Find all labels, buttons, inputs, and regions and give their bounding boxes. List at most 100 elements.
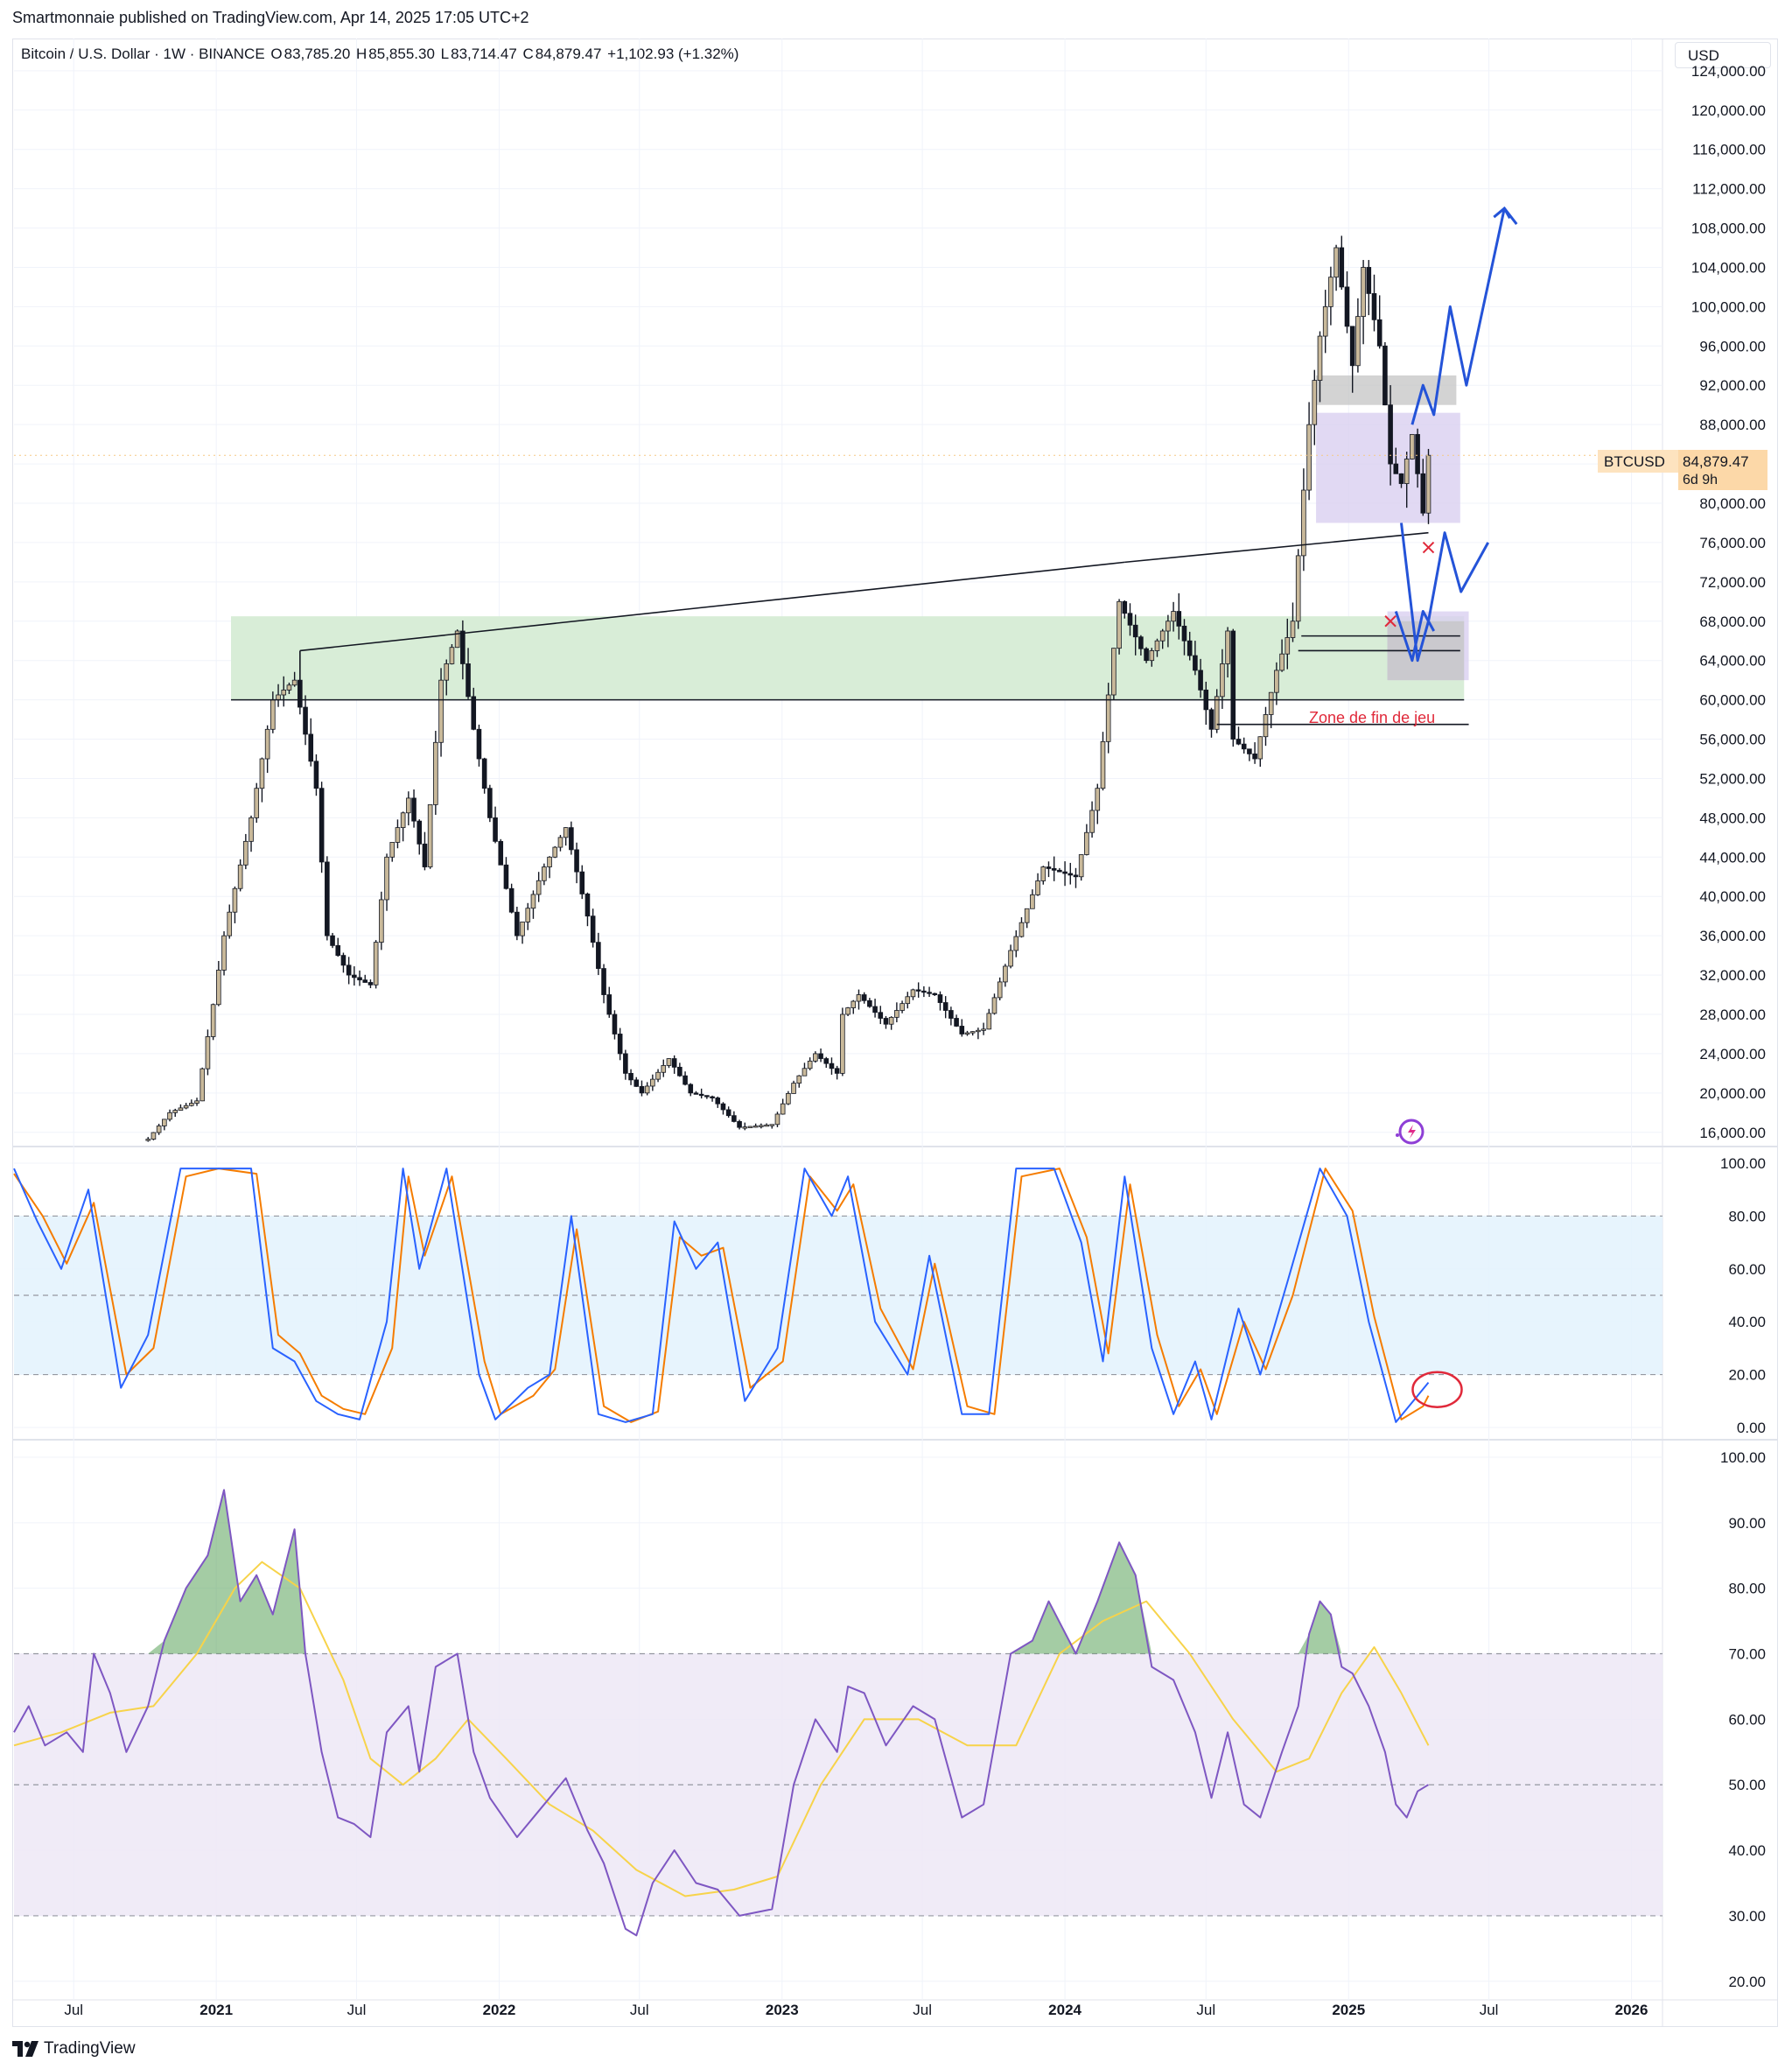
candle: [1089, 801, 1095, 838]
candle-body: [644, 1085, 650, 1094]
candle: [416, 819, 423, 855]
candle-body: [313, 761, 319, 789]
candle: [997, 977, 1003, 1000]
candle: [1171, 601, 1176, 632]
high-label: H: [356, 46, 368, 62]
candle-body: [557, 837, 564, 848]
candle: [1057, 867, 1062, 873]
lightning-icon[interactable]: [1396, 1119, 1424, 1145]
candle-body: [476, 728, 482, 760]
candle: [661, 1059, 667, 1077]
candle: [254, 782, 260, 824]
candle-body: [677, 1066, 682, 1077]
stoch-circle-annotation: [1411, 1371, 1463, 1408]
candle-body: [742, 1126, 748, 1129]
y-tick-label: 68,000.00: [1699, 614, 1766, 630]
candle: [574, 842, 579, 884]
candle-body: [1003, 965, 1008, 983]
candle: [1208, 707, 1214, 738]
candle-body: [1355, 316, 1361, 367]
currency-button[interactable]: USD: [1675, 42, 1771, 68]
candle-body: [1404, 459, 1410, 484]
tradingview-logo[interactable]: TradingView: [12, 2039, 136, 2058]
candle: [466, 648, 471, 699]
candle-body: [1247, 748, 1252, 754]
candle-body: [954, 1018, 959, 1027]
candle-body: [1018, 922, 1025, 937]
candle-body: [162, 1119, 167, 1126]
candle-body: [335, 944, 341, 957]
candle: [878, 1006, 884, 1025]
candle-body: [1371, 293, 1377, 320]
projection-path: [1394, 610, 1436, 663]
candle: [1284, 618, 1291, 670]
candle-body: [1312, 380, 1318, 425]
candle: [732, 1111, 737, 1123]
candle: [688, 1083, 694, 1097]
y-tick-label: 20,000.00: [1699, 1085, 1766, 1102]
candle: [542, 863, 547, 886]
candle: [737, 1119, 742, 1130]
candle-body: [1057, 869, 1062, 873]
candle: [1425, 448, 1432, 524]
candle: [552, 845, 558, 859]
candle-body: [1295, 555, 1301, 622]
candle-body: [720, 1103, 726, 1111]
candle: [1230, 628, 1236, 747]
candle: [764, 1123, 769, 1127]
candle-body: [1154, 640, 1160, 651]
candle-body: [1078, 854, 1084, 878]
candle-body: [1214, 696, 1220, 730]
candle: [1404, 452, 1410, 508]
candle-body: [498, 840, 504, 866]
candle-body: [856, 994, 862, 1002]
candle-body: [1068, 873, 1074, 876]
candle-body: [791, 1083, 796, 1094]
candle-body: [508, 887, 514, 913]
candle: [932, 992, 938, 996]
candle-body: [471, 696, 477, 730]
candle-body: [1105, 694, 1111, 742]
candle: [1051, 856, 1057, 881]
candle: [1339, 235, 1345, 291]
candle-body: [976, 1029, 981, 1033]
candle-body: [1410, 433, 1415, 459]
candle: [221, 931, 227, 976]
candle-body: [1344, 286, 1350, 327]
candle: [991, 993, 998, 1015]
candle: [1290, 602, 1296, 642]
candle-body: [1225, 630, 1230, 664]
candle: [786, 1091, 791, 1105]
candle-body: [693, 1092, 699, 1095]
candle-body: [547, 856, 552, 867]
candle-body: [330, 935, 335, 946]
price-tag-countdown: 6d 9h: [1683, 473, 1718, 487]
candle-body: [1220, 663, 1225, 698]
candle-body: [454, 630, 460, 649]
candle-body: [970, 1031, 976, 1034]
candle: [807, 1057, 813, 1070]
candle: [1388, 385, 1393, 486]
y-tick-label: 80,000.00: [1699, 495, 1766, 512]
candle: [976, 1027, 981, 1040]
symbol-title: Bitcoin / U.S. Dollar · 1W · BINANCE: [21, 46, 265, 62]
candle-body: [915, 989, 921, 992]
candle-body: [281, 689, 287, 696]
candle: [1149, 648, 1155, 667]
candle-body: [666, 1058, 672, 1066]
candle-body: [650, 1078, 655, 1087]
candle-body: [780, 1103, 786, 1115]
candle: [368, 979, 374, 989]
y-tick-label: 88,000.00: [1699, 417, 1766, 433]
y-tick-label: 92,000.00: [1699, 377, 1766, 394]
candle: [563, 827, 569, 846]
candle: [986, 1008, 992, 1030]
candle-body: [845, 1007, 850, 1015]
y-tick-label: 20.00: [1728, 1974, 1766, 1990]
candle-body: [308, 733, 314, 762]
candle: [1306, 402, 1312, 501]
candle-body: [291, 679, 298, 686]
candle-body: [318, 788, 325, 863]
candle: [725, 1106, 732, 1119]
